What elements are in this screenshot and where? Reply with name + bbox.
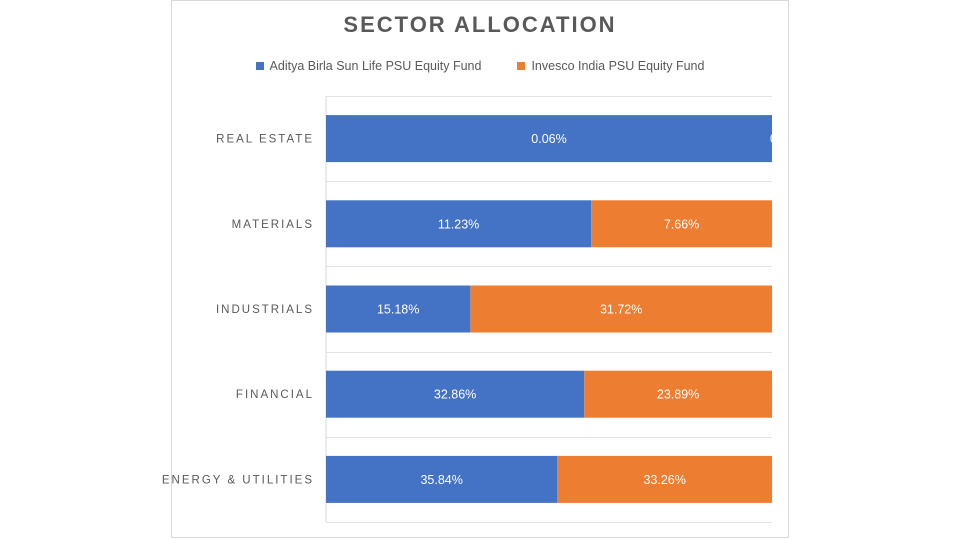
- gridlines: [325, 96, 772, 523]
- category-label: MATERIALS: [232, 219, 314, 231]
- data-label: 35.84%: [420, 473, 462, 487]
- data-label: 0.06%: [531, 132, 566, 146]
- category-labels: REAL ESTATE MATERIALS INDUSTRIALS FINANCIAL…: [162, 134, 314, 487]
- legend-item-invesco: Invesco India PSU Equity Fund: [517, 59, 704, 73]
- bar-segment-invesco: [470, 285, 772, 333]
- value-labels: 0.06% 0.00% 11.23% 7.66% 15.18% 31.72% 32.86% 2…: [377, 132, 805, 487]
- category-label: FINANCIAL: [236, 389, 314, 401]
- bar-segment-aditya: [326, 115, 772, 163]
- data-label: 32.86%: [434, 388, 476, 402]
- data-label: 15.18%: [377, 303, 419, 317]
- bar-segment-aditya: [326, 455, 558, 503]
- bar-segment-aditya: [326, 285, 471, 333]
- legend: Aditya Birla Sun Life PSU Equity Fund In…: [171, 59, 789, 73]
- legend-label-aditya: Aditya Birla Sun Life PSU Equity Fund: [269, 59, 482, 73]
- bar-segment-invesco: [557, 455, 772, 503]
- bar-segment-aditya: [326, 370, 585, 418]
- legend-item-aditya: Aditya Birla Sun Life PSU Equity Fund: [255, 59, 482, 73]
- legend-label-invesco: Invesco India PSU Equity Fund: [531, 59, 705, 73]
- data-label: 31.72%: [600, 303, 642, 317]
- bars: [326, 115, 772, 503]
- bar-segment-invesco: [591, 200, 772, 248]
- bar-segment-invesco: [584, 370, 772, 418]
- chart-frame: [171, 0, 789, 538]
- data-label: 7.66%: [664, 217, 699, 231]
- bar-segment-aditya: [326, 200, 592, 248]
- data-label: 11.23%: [438, 217, 479, 231]
- category-label: INDUSTRIALS: [216, 304, 314, 316]
- category-label: REAL ESTATE: [216, 134, 314, 146]
- legend-swatch-aditya: [255, 62, 264, 70]
- legend-swatch-invesco: [517, 62, 526, 70]
- data-label: 23.89%: [657, 388, 699, 402]
- data-label: 0.00%: [770, 132, 805, 146]
- data-label: 33.26%: [643, 473, 685, 487]
- category-label: ENERGY & UTILITIES: [162, 474, 314, 486]
- chart-title: SECTOR ALLOCATION: [343, 12, 617, 37]
